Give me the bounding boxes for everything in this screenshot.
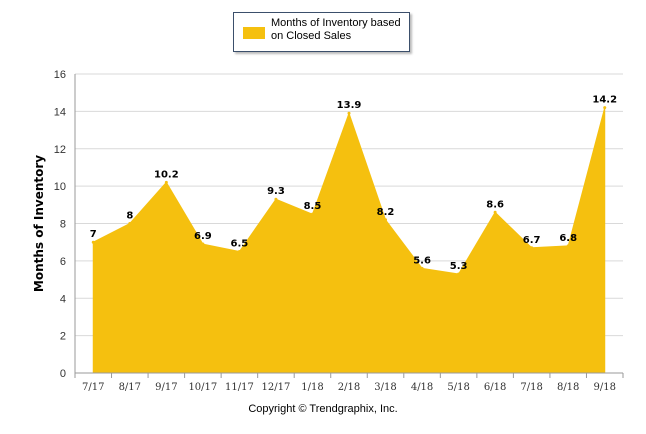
y-tick-label: 0 — [60, 368, 66, 380]
x-tick-label: 7/18 — [520, 382, 542, 393]
x-tick-label: 5/18 — [447, 382, 469, 393]
data-label: 8 — [126, 211, 133, 222]
data-label: 7 — [90, 229, 97, 240]
data-point — [457, 272, 461, 276]
x-tick-label: 3/18 — [374, 382, 396, 393]
y-tick-label: 6 — [60, 256, 66, 268]
x-tick-label: 8/17 — [119, 382, 141, 393]
x-tick-label: 9/17 — [155, 382, 177, 393]
data-point — [384, 218, 388, 222]
data-label: 14.2 — [592, 95, 617, 106]
legend-label: Months of Inventory based on Closed Sale… — [271, 17, 401, 42]
area-series — [92, 107, 606, 374]
data-label: 6.5 — [231, 239, 249, 250]
data-point — [420, 266, 424, 270]
y-tick-label: 8 — [60, 219, 66, 231]
data-point — [274, 197, 278, 201]
data-label: 13.9 — [337, 100, 362, 111]
copyright-text: Copyright © Trendgraphix, Inc. — [248, 403, 398, 415]
data-label: 5.6 — [413, 255, 431, 266]
data-label: 8.5 — [304, 201, 322, 212]
x-tick-label: 10/17 — [188, 382, 217, 393]
legend: Months of Inventory based on Closed Sale… — [233, 12, 410, 52]
data-point — [128, 222, 132, 225]
x-tick-label: 6/18 — [484, 382, 506, 393]
x-tick-label: 12/17 — [262, 382, 291, 393]
data-label: 6.8 — [559, 233, 577, 244]
data-point — [164, 180, 168, 184]
data-point — [347, 111, 351, 115]
data-point — [310, 212, 314, 216]
data-point — [91, 240, 95, 244]
x-tick-label: 7/17 — [82, 382, 104, 393]
x-tick-label: 8/18 — [557, 382, 579, 393]
y-tick-label: 2 — [60, 331, 66, 343]
y-tick-label: 12 — [54, 144, 66, 156]
x-tick-label: 1/18 — [301, 382, 323, 393]
data-label: 8.6 — [486, 199, 504, 210]
data-label: 5.3 — [450, 261, 468, 272]
y-tick-label: 14 — [54, 106, 66, 118]
data-point — [530, 246, 534, 250]
data-label: 9.3 — [267, 186, 285, 197]
data-point — [237, 250, 241, 254]
data-point — [566, 244, 570, 248]
x-tick-label: 9/18 — [593, 382, 615, 393]
y-axis-title: Months of Inventory — [32, 155, 46, 292]
y-tick-label: 10 — [54, 181, 66, 193]
data-point — [201, 242, 205, 246]
data-label: 6.7 — [523, 235, 541, 246]
data-label: 10.2 — [154, 169, 179, 180]
data-label: 8.2 — [377, 207, 395, 218]
data-label: 6.9 — [194, 231, 212, 242]
x-tick-label: 2/18 — [338, 382, 360, 393]
data-point — [603, 106, 607, 110]
y-tick-label: 4 — [60, 293, 66, 305]
y-tick-label: 16 — [54, 69, 66, 81]
data-point — [493, 210, 497, 214]
legend-swatch — [243, 27, 265, 39]
x-tick-label: 4/18 — [411, 382, 433, 393]
x-tick-label: 11/17 — [225, 382, 254, 393]
